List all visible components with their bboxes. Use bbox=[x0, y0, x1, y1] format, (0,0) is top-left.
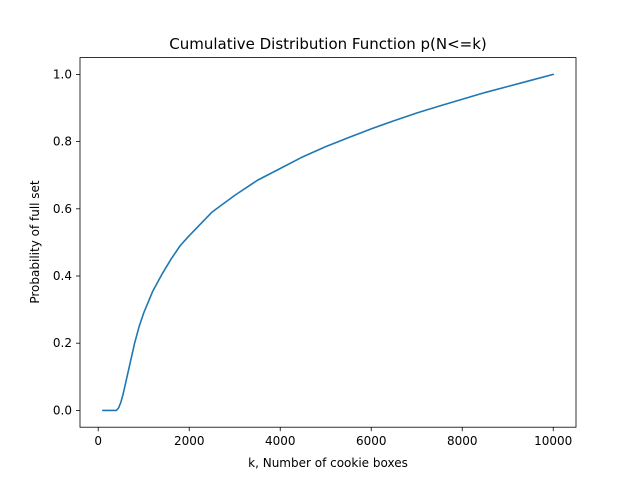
y-tick-label: 1.0 bbox=[53, 67, 72, 81]
cdf-series-line bbox=[101, 73, 555, 412]
x-tick-label: 8000 bbox=[447, 434, 478, 448]
x-tick-label: 10000 bbox=[534, 434, 572, 448]
y-axis-label: Probability of full set bbox=[28, 180, 42, 304]
y-tick-label: 0.6 bbox=[53, 202, 72, 216]
y-tick-label: 0.2 bbox=[53, 336, 72, 350]
x-axis-label: k, Number of cookie boxes bbox=[248, 456, 408, 470]
x-axis-ticks: 0 2000 4000 6000 8000 10000 bbox=[94, 427, 572, 448]
y-axis-ticks: 0.0 0.2 0.4 0.6 0.8 1.0 bbox=[53, 67, 80, 417]
x-tick-label: 0 bbox=[94, 434, 102, 448]
axes-frame bbox=[79, 57, 577, 428]
x-tick-label: 4000 bbox=[265, 434, 296, 448]
y-tick-label: 0.4 bbox=[53, 269, 72, 283]
y-tick-label: 0.8 bbox=[53, 135, 72, 149]
chart-title: Cumulative Distribution Function p(N<=k) bbox=[169, 35, 487, 53]
y-tick-label: 0.0 bbox=[53, 403, 72, 417]
x-tick-label: 6000 bbox=[356, 434, 387, 448]
plot-area bbox=[101, 73, 555, 412]
x-tick-label: 2000 bbox=[174, 434, 205, 448]
